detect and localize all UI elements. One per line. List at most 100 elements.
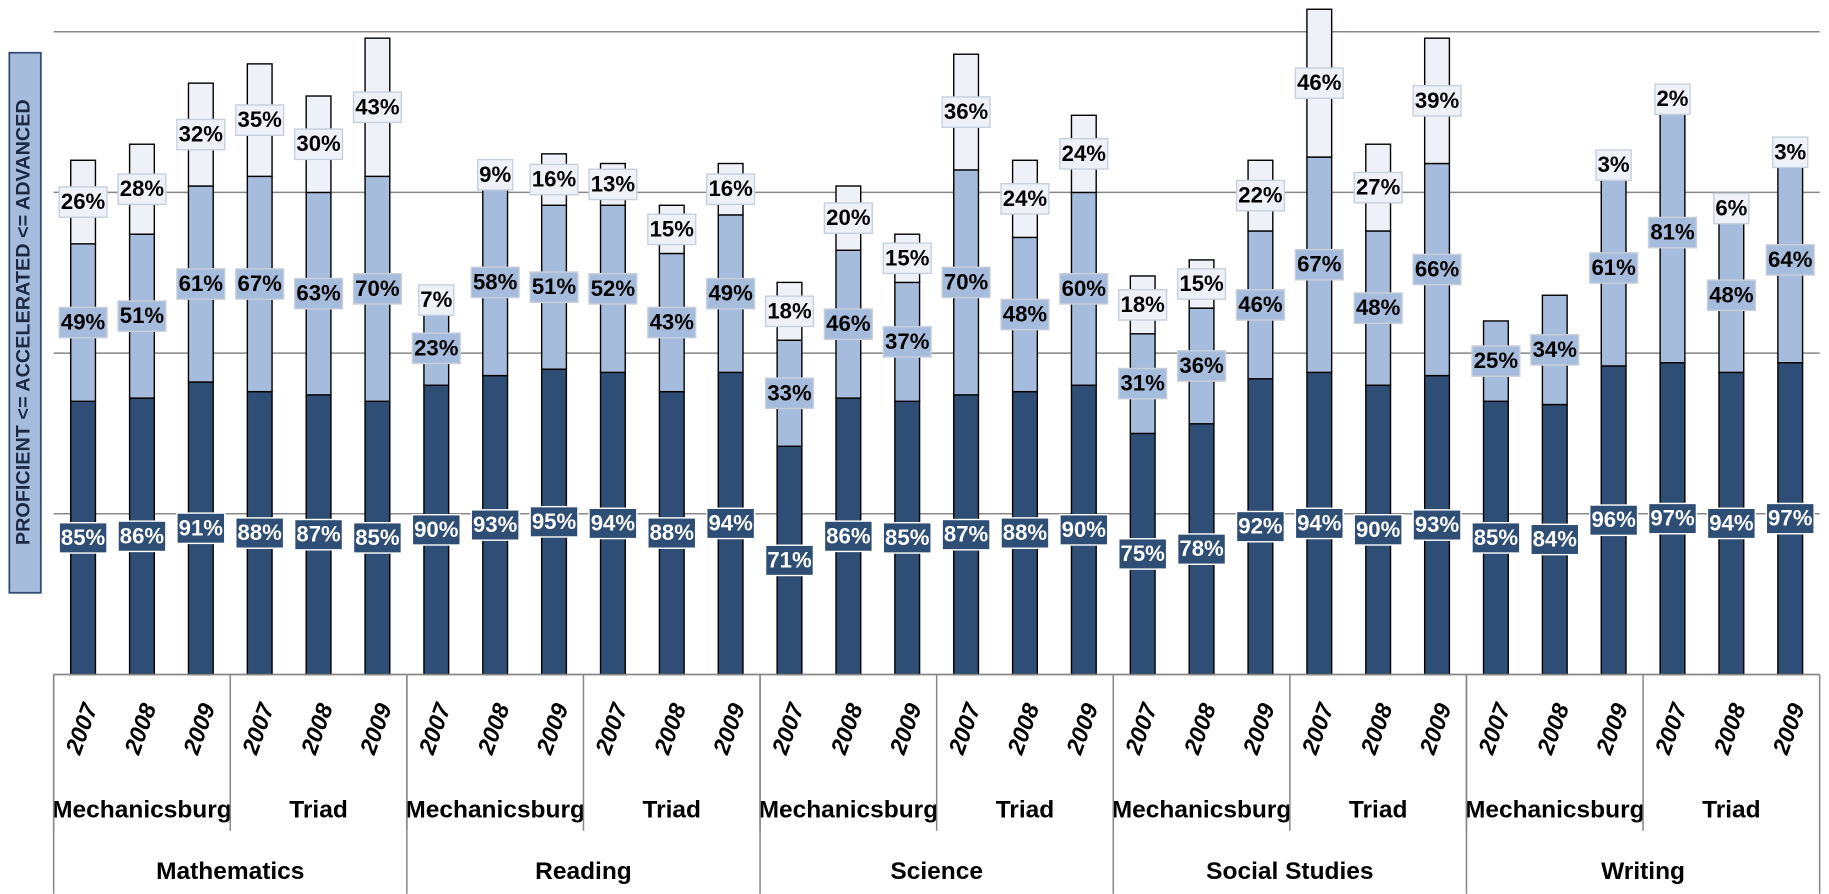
value-label-box [1647, 216, 1698, 249]
value-label-box [1118, 538, 1168, 570]
value-label: 15% [1179, 271, 1224, 296]
value-label-box [58, 522, 108, 554]
value-label-box [1059, 272, 1109, 305]
value-label: 2% [1656, 86, 1688, 111]
value-label: 67% [1297, 252, 1342, 277]
value-label: 67% [238, 271, 283, 296]
value-label-box [1059, 513, 1109, 546]
value-label-box [941, 518, 991, 551]
value-label: 15% [885, 245, 930, 270]
value-label: 3% [1598, 152, 1630, 177]
value-label-box [706, 507, 756, 540]
value-label: 32% [179, 122, 224, 147]
value-label: 24% [1062, 141, 1107, 166]
x-tick-label: 2007 [1649, 699, 1692, 759]
value-label: 18% [1121, 292, 1166, 317]
x-tick-label: 2007 [766, 699, 809, 759]
value-label-box [411, 332, 461, 365]
value-label: 52% [591, 276, 636, 301]
value-label: 26% [61, 189, 106, 214]
value-label: 16% [708, 176, 753, 201]
value-label: 64% [1768, 247, 1813, 272]
value-label-box [58, 306, 108, 339]
value-label-box [764, 377, 815, 410]
value-label-box [588, 272, 638, 305]
district-label: Mechanicsburg [405, 796, 585, 823]
value-label-box [1595, 149, 1632, 181]
value-label-box [1654, 83, 1691, 116]
value-label: 84% [1533, 527, 1578, 552]
value-label-box [470, 266, 520, 299]
value-label: 96% [1591, 507, 1636, 532]
value-label: 86% [826, 523, 871, 548]
value-label-box [1353, 513, 1403, 546]
value-label-box [235, 517, 285, 549]
x-tick-label: 2008 [1355, 700, 1398, 759]
value-label-box [706, 173, 756, 206]
value-label: 36% [1179, 353, 1224, 378]
value-label: 43% [355, 94, 400, 119]
x-tick-label: 2008 [649, 700, 692, 759]
value-label-box [1412, 253, 1462, 286]
value-labels: 85% 49% 26% 86% 51% 28% 91% 61% 32% 88% 67% 35% 87% 6… [58, 67, 1815, 577]
value-label: 51% [532, 274, 577, 299]
value-label-box [1176, 268, 1227, 300]
value-label: 13% [591, 171, 636, 196]
value-label: 6% [1715, 196, 1747, 221]
x-tick-label: 2009 [531, 700, 574, 759]
district-label: Mechanicsburg [759, 796, 939, 823]
value-label-box [117, 300, 167, 333]
value-label: 27% [1356, 175, 1401, 200]
value-label: 3% [1774, 139, 1806, 164]
value-label: 35% [238, 107, 283, 132]
x-tick-label: 2009 [178, 700, 221, 759]
value-label: 18% [767, 298, 812, 323]
value-label-box [823, 520, 873, 553]
value-label: 97% [1768, 506, 1813, 531]
value-label: 87% [296, 522, 341, 547]
value-label: 60% [1062, 276, 1107, 301]
value-label-box [764, 295, 815, 328]
value-label-box [176, 118, 226, 151]
value-label: 81% [1650, 220, 1695, 245]
x-tick-label: 2007 [413, 699, 456, 759]
value-label-box [1647, 502, 1698, 535]
value-label: 28% [120, 176, 165, 201]
value-label: 88% [650, 520, 695, 545]
value-label-box [1706, 507, 1756, 540]
value-label: 24% [1003, 186, 1048, 211]
value-label: 90% [1356, 517, 1401, 542]
x-tick-label: 2009 [1414, 700, 1457, 759]
value-label: 97% [1650, 506, 1695, 531]
value-label-box [352, 272, 403, 305]
value-label-box [1235, 510, 1286, 543]
value-label: 86% [120, 523, 165, 548]
district-label: Triad [289, 796, 348, 823]
x-tick-label: 2009 [1061, 700, 1104, 759]
x-tick-label: 2009 [884, 700, 927, 759]
value-label-box [176, 512, 226, 545]
value-label-box [1353, 292, 1403, 324]
x-tick-label: 2008 [1178, 700, 1221, 759]
x-tick-label: 2007 [60, 699, 103, 759]
value-label-box [1471, 522, 1521, 554]
district-label: Mechanicsburg [52, 796, 232, 823]
value-label-box [882, 522, 932, 554]
x-tick-label: 2008 [1532, 700, 1575, 759]
x-tick-label: 2009 [707, 700, 750, 759]
value-label: 85% [885, 525, 930, 550]
value-label: 20% [826, 205, 871, 230]
value-label: 39% [1415, 88, 1460, 113]
x-tick-label: 2009 [1767, 700, 1810, 759]
value-label-box [352, 522, 403, 554]
value-label: 92% [1238, 514, 1283, 539]
value-label: 71% [767, 547, 812, 572]
value-label: 48% [1709, 282, 1754, 307]
district-label: Mechanicsburg [1112, 796, 1292, 823]
value-label-box [117, 173, 167, 206]
value-label: 23% [414, 335, 459, 360]
value-label: 34% [1533, 337, 1578, 362]
value-label: 49% [708, 281, 753, 306]
value-label-box [1530, 523, 1580, 556]
